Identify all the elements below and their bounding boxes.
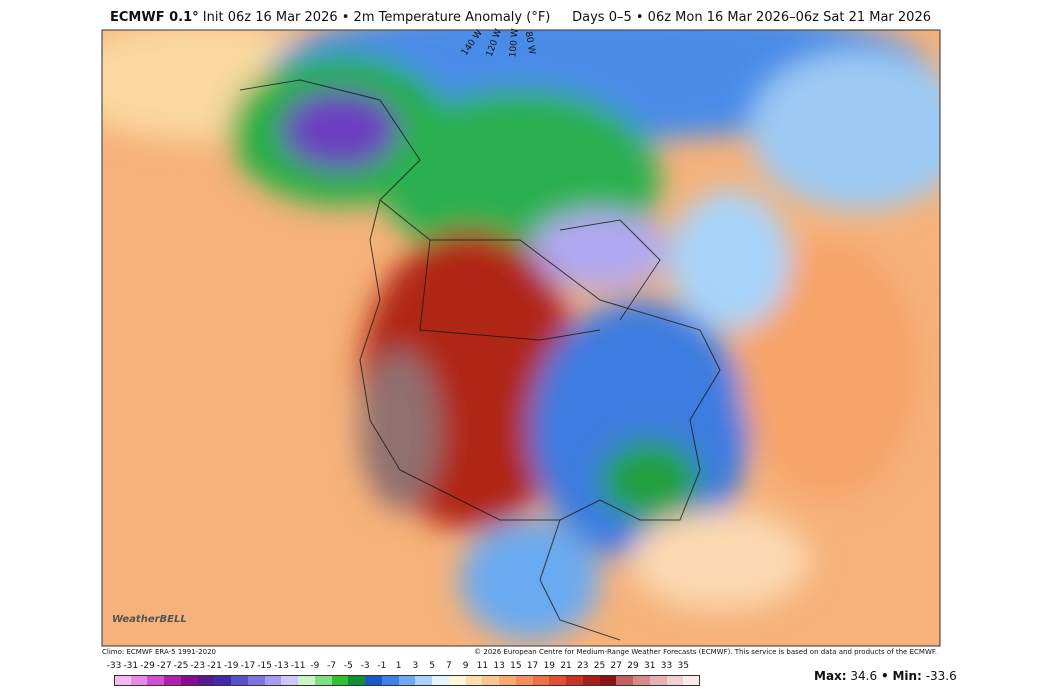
colorbar-swatch — [649, 675, 667, 686]
colorbar-label: -1 — [377, 661, 387, 671]
colorbar-swatch — [465, 675, 483, 686]
copyright: © 2026 European Centre for Medium-Range … — [474, 648, 937, 656]
colorbar-swatch — [432, 675, 450, 686]
colorbar-swatch — [532, 675, 550, 686]
map-frame — [101, 29, 941, 647]
max-label: Max: — [814, 669, 847, 683]
colorbar-label: 17 — [526, 661, 539, 671]
colorbar-label: 23 — [577, 661, 589, 671]
colorbar-swatch — [566, 675, 584, 686]
colorbar-label: 25 — [593, 661, 606, 671]
colorbar-label: 33 — [660, 661, 673, 671]
colorbar-swatch — [314, 675, 333, 686]
colorbar-label: -5 — [343, 661, 353, 671]
colorbar-swatch — [197, 675, 215, 686]
colorbar-swatch — [616, 675, 634, 686]
colorbar-label: -13 — [274, 661, 289, 671]
colorbar-label: -11 — [290, 661, 306, 671]
colorbar-swatch — [298, 675, 316, 686]
colorbar-label: -17 — [240, 661, 256, 671]
colorbar-label: 21 — [560, 661, 572, 671]
colorbar-label: -31 — [123, 661, 139, 671]
colorbar-label: -19 — [223, 661, 239, 671]
colorbar-label: 35 — [677, 661, 689, 671]
colorbar-label: -15 — [257, 661, 273, 671]
colorbar-label: 19 — [543, 661, 556, 671]
colorbar-label: 3 — [412, 661, 419, 671]
title-text: Init 06z 16 Mar 2026 • 2m Temperature An… — [202, 10, 551, 25]
colorbar-swatch — [666, 675, 684, 686]
colorbar-border — [114, 675, 700, 686]
colorbar-swatch — [582, 675, 601, 686]
colorbar-swatch — [247, 675, 266, 686]
colorbar-label: -9 — [310, 661, 320, 671]
model-name: ECMWF 0.1° — [110, 10, 199, 25]
header-title: ECMWF 0.1° Init 06z 16 Mar 2026 • 2m Tem… — [110, 10, 550, 25]
colorbar-label: 31 — [644, 661, 656, 671]
colorbar-swatch — [365, 675, 383, 686]
colorbar-label: -3 — [360, 661, 370, 671]
colorbar-swatch — [214, 675, 232, 686]
colorbar-swatch — [633, 675, 651, 686]
colorbar-label: 13 — [493, 661, 505, 671]
colorbar-label: -25 — [173, 661, 189, 671]
logo: WeatherBELL — [112, 614, 187, 625]
colorbar-label: 7 — [445, 661, 452, 671]
colorbar-swatch — [549, 675, 567, 686]
colorbar-label: -23 — [190, 661, 206, 671]
colorbar-swatch — [398, 675, 416, 686]
colorbar-swatch — [281, 675, 299, 686]
colorbar-swatch — [415, 675, 433, 686]
colorbar-label: 5 — [429, 661, 435, 671]
colorbar-swatch — [180, 675, 199, 686]
colorbar-label: -33 — [106, 661, 122, 671]
colorbar-swatch — [164, 675, 182, 686]
colorbar-swatch — [381, 675, 400, 686]
max-value: 34.6 — [850, 669, 878, 683]
colorbar-swatch — [482, 675, 500, 686]
colorbar-swatch — [599, 675, 617, 686]
colorbar-label: -7 — [327, 661, 337, 671]
colorbar-swatch — [264, 675, 282, 686]
min-label: Min: — [892, 669, 922, 683]
colorbar-swatch — [147, 675, 165, 686]
colorbar-label: 27 — [610, 661, 622, 671]
colorbar-swatch — [130, 675, 148, 686]
colorbar-label: 9 — [462, 661, 469, 671]
colorbar-swatch — [448, 675, 467, 686]
colorbar-swatch — [515, 675, 534, 686]
colorbar-swatch — [499, 675, 517, 686]
colorbar-label: -29 — [140, 661, 155, 671]
colorbar-swatch — [348, 675, 366, 686]
stats: Max: 34.6 • Min: -33.6 — [814, 669, 957, 683]
colorbar-swatch — [231, 675, 249, 686]
colorbar-swatch — [683, 675, 701, 686]
separator: • — [880, 669, 889, 683]
colorbar-label: -21 — [207, 661, 222, 671]
colorbar-swatch — [331, 675, 349, 686]
colorbar-label: 29 — [627, 661, 639, 671]
climo-note: Climo: ECMWF ERA-5 1991-2020 — [102, 648, 216, 656]
colorbar-label: 1 — [395, 661, 402, 671]
anomaly-field — [102, 30, 940, 646]
colorbar-label: 15 — [510, 661, 522, 671]
valid-time: Days 0–5 • 06z Mon 16 Mar 2026–06z Sat 2… — [572, 10, 931, 25]
colorbar-label: 11 — [476, 661, 489, 671]
colorbar-label: -27 — [156, 661, 172, 671]
min-value: -33.6 — [925, 669, 957, 683]
colorbar-swatch — [114, 675, 132, 686]
